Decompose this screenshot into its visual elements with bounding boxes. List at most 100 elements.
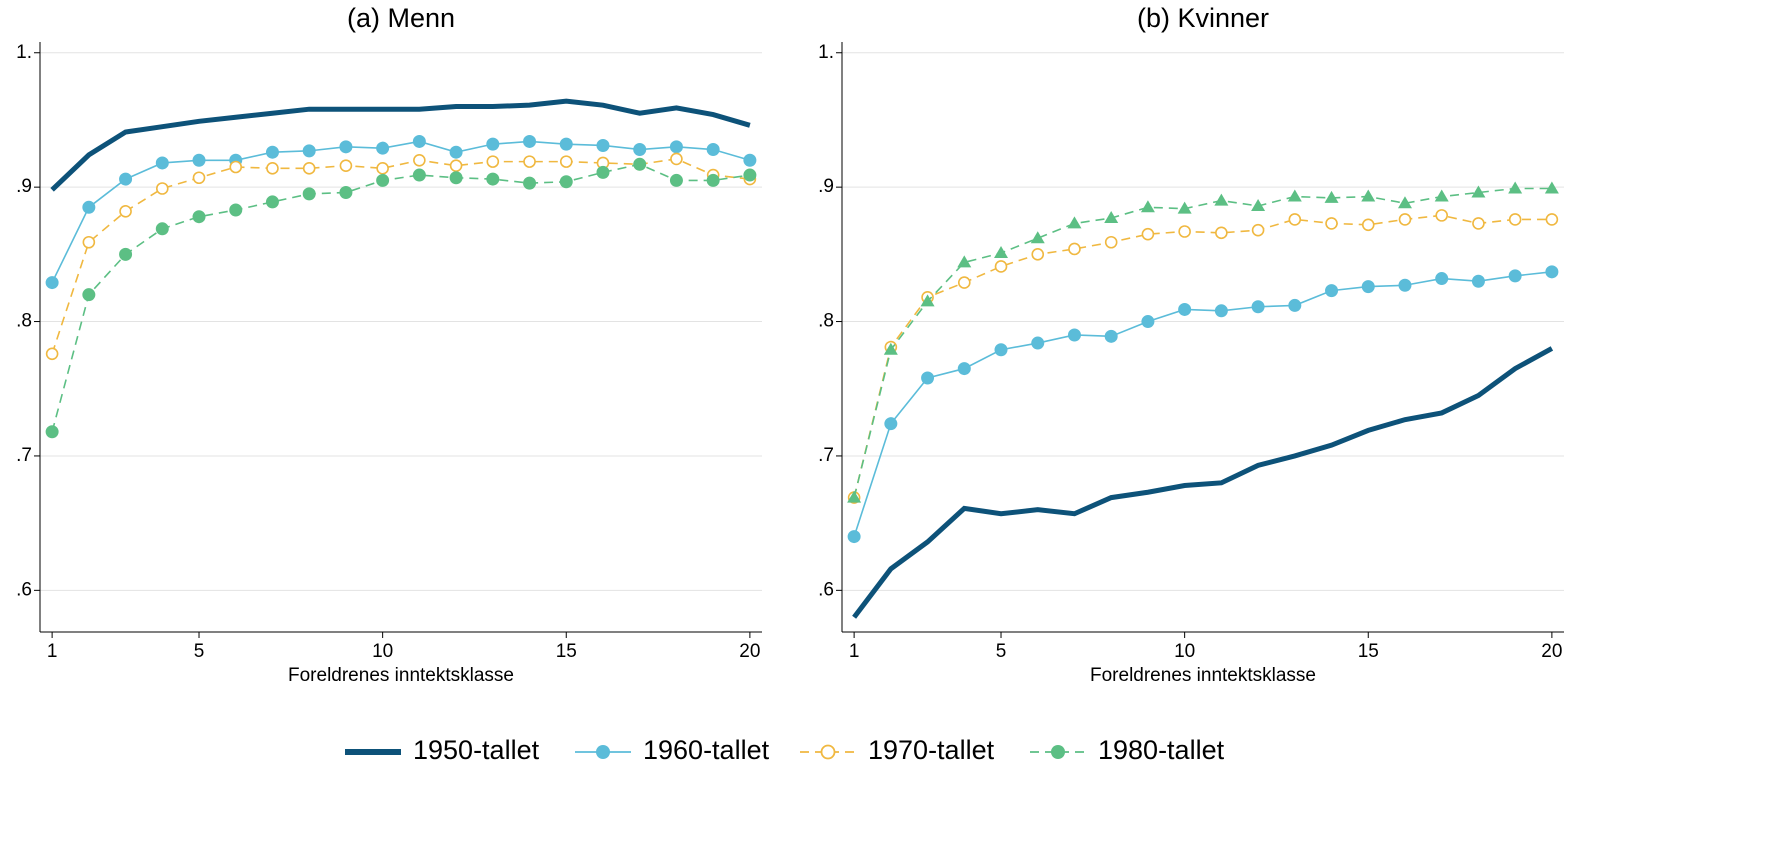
- marker: [119, 172, 133, 186]
- legend-marker: [820, 744, 836, 760]
- marker: [596, 165, 610, 179]
- marker: [1508, 213, 1522, 226]
- marker: [1251, 223, 1265, 237]
- marker: [523, 155, 536, 168]
- x-tick-label: 10: [1174, 641, 1195, 662]
- marker: [266, 162, 279, 175]
- marker: [376, 141, 390, 155]
- marker: [449, 171, 463, 185]
- marker: [1251, 198, 1266, 211]
- marker: [596, 138, 610, 152]
- marker: [1398, 278, 1412, 292]
- marker: [1325, 284, 1339, 298]
- series-line: [852, 346, 1554, 619]
- marker: [486, 137, 500, 151]
- marker: [633, 157, 647, 171]
- marker: [1140, 200, 1155, 213]
- marker: [1104, 211, 1119, 224]
- legend-marker: [596, 745, 610, 759]
- marker: [339, 159, 353, 172]
- marker: [1178, 302, 1192, 316]
- marker: [192, 171, 206, 185]
- marker: [1545, 265, 1559, 279]
- marker: [920, 294, 935, 307]
- marker: [192, 153, 206, 167]
- marker: [486, 155, 500, 168]
- marker: [1471, 274, 1485, 288]
- y-tick-label: .8: [818, 311, 834, 332]
- x-axis-label: Foreldrenes inntektsklasse: [1090, 665, 1316, 686]
- marker: [957, 362, 971, 376]
- marker: [1325, 217, 1338, 230]
- x-tick-label: 1: [849, 641, 860, 662]
- marker: [706, 143, 720, 157]
- marker: [1435, 209, 1449, 222]
- marker: [486, 172, 500, 186]
- marker: [1545, 213, 1559, 226]
- marker: [265, 145, 279, 159]
- chart-title: (b) Kvinner: [1137, 3, 1269, 33]
- marker: [412, 168, 426, 182]
- marker: [523, 134, 537, 148]
- marker: [1361, 189, 1376, 202]
- marker: [884, 417, 898, 431]
- marker: [45, 276, 59, 290]
- marker: [412, 134, 426, 148]
- y-tick-label: .6: [16, 579, 32, 600]
- marker: [1508, 269, 1522, 283]
- marker: [119, 247, 133, 261]
- marker: [339, 140, 353, 154]
- chart-title: (a) Menn: [347, 3, 455, 33]
- marker: [1215, 226, 1228, 240]
- x-tick-label: 15: [1358, 641, 1379, 662]
- marker: [1361, 280, 1375, 294]
- marker: [994, 260, 1008, 273]
- series-line: [51, 163, 750, 432]
- marker: [1471, 185, 1486, 198]
- marker: [847, 530, 861, 544]
- marker: [1104, 235, 1118, 249]
- marker: [921, 371, 935, 385]
- marker: [1214, 193, 1229, 206]
- y-tick-label: 1.: [818, 42, 834, 63]
- y-tick-label: .7: [818, 445, 834, 466]
- marker: [743, 153, 757, 167]
- marker: [82, 288, 96, 302]
- legend-label: 1980-tallet: [1098, 735, 1225, 765]
- marker: [957, 276, 971, 289]
- marker: [229, 203, 243, 217]
- marker: [302, 187, 316, 201]
- marker: [1030, 231, 1045, 244]
- marker: [883, 342, 898, 355]
- marker: [1472, 217, 1485, 230]
- series-line: [51, 158, 750, 355]
- marker: [339, 186, 353, 200]
- marker: [559, 155, 573, 168]
- marker: [633, 143, 647, 157]
- marker: [413, 153, 426, 167]
- legend-label: 1950-tallet: [413, 735, 540, 765]
- y-tick-label: .6: [818, 579, 834, 600]
- legend-label: 1970-tallet: [868, 735, 995, 765]
- x-tick-label: 5: [194, 641, 205, 662]
- marker: [449, 145, 463, 159]
- y-tick-label: .7: [16, 445, 32, 466]
- marker: [1398, 213, 1412, 226]
- marker: [1251, 300, 1265, 314]
- marker: [669, 140, 683, 154]
- marker: [45, 425, 59, 439]
- marker: [302, 162, 316, 175]
- marker: [670, 152, 683, 166]
- marker: [1068, 242, 1081, 256]
- marker: [523, 176, 537, 190]
- marker: [1141, 227, 1155, 241]
- marker: [229, 160, 243, 174]
- marker: [1177, 201, 1192, 214]
- marker: [82, 200, 96, 214]
- marker: [1031, 336, 1045, 350]
- marker: [1141, 315, 1155, 329]
- marker: [1288, 213, 1302, 226]
- marker: [1178, 225, 1191, 238]
